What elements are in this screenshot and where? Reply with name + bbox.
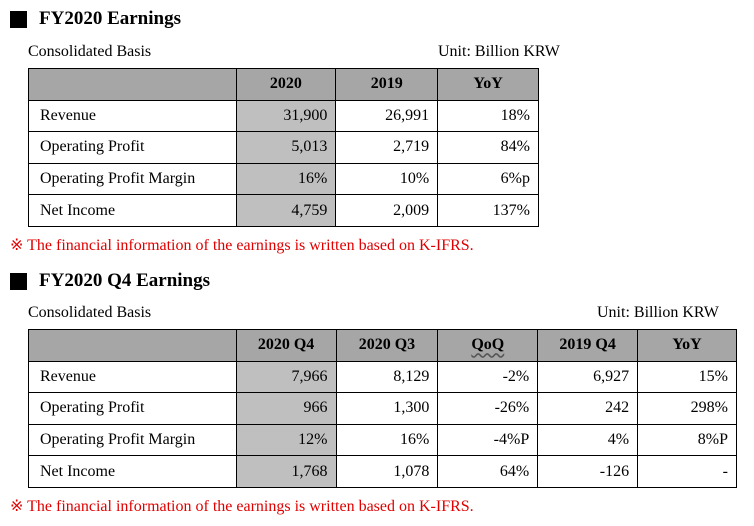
annual-basis: Consolidated Basis bbox=[28, 43, 152, 60]
quarterly-title-text: FY2020 Q4 Earnings bbox=[39, 270, 211, 291]
header-cell: QoQ bbox=[437, 329, 539, 362]
value-cell: 1,078 bbox=[335, 455, 439, 488]
value-cell: 4% bbox=[537, 423, 639, 457]
quarterly-kifrs-note: ※ The financial information of the earni… bbox=[10, 498, 474, 515]
header-cell: 2019 bbox=[335, 68, 439, 101]
table-row: Net Income 4,759 2,009 137% bbox=[28, 194, 539, 227]
header-cell bbox=[28, 68, 237, 101]
header-cell: 2020 bbox=[235, 68, 337, 101]
quarterly-unit: Unit: Billion KRW bbox=[597, 304, 719, 321]
annual-earnings-table: 2020 2019 YoY Revenue 31,900 26,991 18% … bbox=[28, 68, 539, 227]
value-cell: 16% bbox=[235, 162, 337, 196]
value-cell: 966 bbox=[235, 392, 337, 425]
value-cell: 5,013 bbox=[235, 131, 337, 164]
value-cell: 84% bbox=[437, 131, 539, 164]
value-cell: -4%P bbox=[437, 423, 539, 457]
square-bullet-icon bbox=[10, 10, 27, 28]
square-bullet-icon bbox=[10, 272, 27, 290]
row-label: Operating Profit bbox=[28, 392, 237, 425]
table-row: Operating Profit 5,013 2,719 84% bbox=[28, 131, 539, 164]
value-cell: 7,966 bbox=[235, 360, 337, 394]
value-cell: 298% bbox=[637, 392, 737, 425]
annual-unit: Unit: Billion KRW bbox=[438, 43, 560, 60]
value-cell: 4,759 bbox=[235, 194, 337, 227]
table-row: Operating Profit Margin 12% 16% -4%P 4% … bbox=[28, 423, 737, 457]
value-cell: 242 bbox=[537, 392, 639, 425]
row-label: Revenue bbox=[28, 360, 237, 394]
value-cell: 2,719 bbox=[335, 131, 439, 164]
annual-section-title: FY2020 Earnings bbox=[10, 8, 181, 30]
table-row: Revenue 7,966 8,129 -2% 6,927 15% bbox=[28, 360, 737, 394]
quarterly-section-title: FY2020 Q4 Earnings bbox=[10, 270, 210, 292]
value-cell: -26% bbox=[437, 392, 539, 425]
header-cell bbox=[28, 329, 237, 362]
qoq-header-text: QoQ bbox=[471, 336, 505, 354]
table-row: Net Income 1,768 1,078 64% -126 - bbox=[28, 455, 737, 488]
value-cell: 18% bbox=[437, 99, 539, 133]
row-label: Operating Profit Margin bbox=[28, 423, 237, 457]
value-cell: 26,991 bbox=[335, 99, 439, 133]
value-cell: 15% bbox=[637, 360, 737, 394]
value-cell: 16% bbox=[335, 423, 439, 457]
table-row: Operating Profit Margin 16% 10% 6%p bbox=[28, 162, 539, 196]
value-cell: 64% bbox=[437, 455, 539, 488]
quarterly-earnings-table: 2020 Q4 2020 Q3 QoQ 2019 Q4 YoY Revenue … bbox=[28, 329, 737, 488]
value-cell: 10% bbox=[335, 162, 439, 196]
row-label: Net Income bbox=[28, 455, 237, 488]
value-cell: 1,768 bbox=[235, 455, 337, 488]
value-cell: 1,300 bbox=[335, 392, 439, 425]
value-cell: 31,900 bbox=[235, 99, 337, 133]
header-cell: YoY bbox=[637, 329, 737, 362]
table-row: Revenue 31,900 26,991 18% bbox=[28, 99, 539, 133]
value-cell: 6,927 bbox=[537, 360, 639, 394]
table-row: Operating Profit 966 1,300 -26% 242 298% bbox=[28, 392, 737, 425]
header-cell: 2020 Q3 bbox=[335, 329, 439, 362]
row-label: Operating Profit Margin bbox=[28, 162, 237, 196]
value-cell: -126 bbox=[537, 455, 639, 488]
value-cell: 6%p bbox=[437, 162, 539, 196]
value-cell: 137% bbox=[437, 194, 539, 227]
value-cell: -2% bbox=[437, 360, 539, 394]
value-cell: 8,129 bbox=[335, 360, 439, 394]
annual-title-text: FY2020 Earnings bbox=[39, 8, 181, 29]
header-cell: YoY bbox=[437, 68, 539, 101]
quarterly-basis: Consolidated Basis bbox=[28, 304, 152, 321]
row-label: Net Income bbox=[28, 194, 237, 227]
annual-kifrs-note: ※ The financial information of the earni… bbox=[10, 237, 474, 254]
table-header-row: 2020 Q4 2020 Q3 QoQ 2019 Q4 YoY bbox=[28, 329, 737, 362]
header-cell: 2019 Q4 bbox=[537, 329, 639, 362]
row-label: Revenue bbox=[28, 99, 237, 133]
table-header-row: 2020 2019 YoY bbox=[28, 68, 539, 101]
value-cell: 2,009 bbox=[335, 194, 439, 227]
header-cell: 2020 Q4 bbox=[235, 329, 337, 362]
value-cell: - bbox=[637, 455, 737, 488]
value-cell: 12% bbox=[235, 423, 337, 457]
row-label: Operating Profit bbox=[28, 131, 237, 164]
value-cell: 8%P bbox=[637, 423, 737, 457]
